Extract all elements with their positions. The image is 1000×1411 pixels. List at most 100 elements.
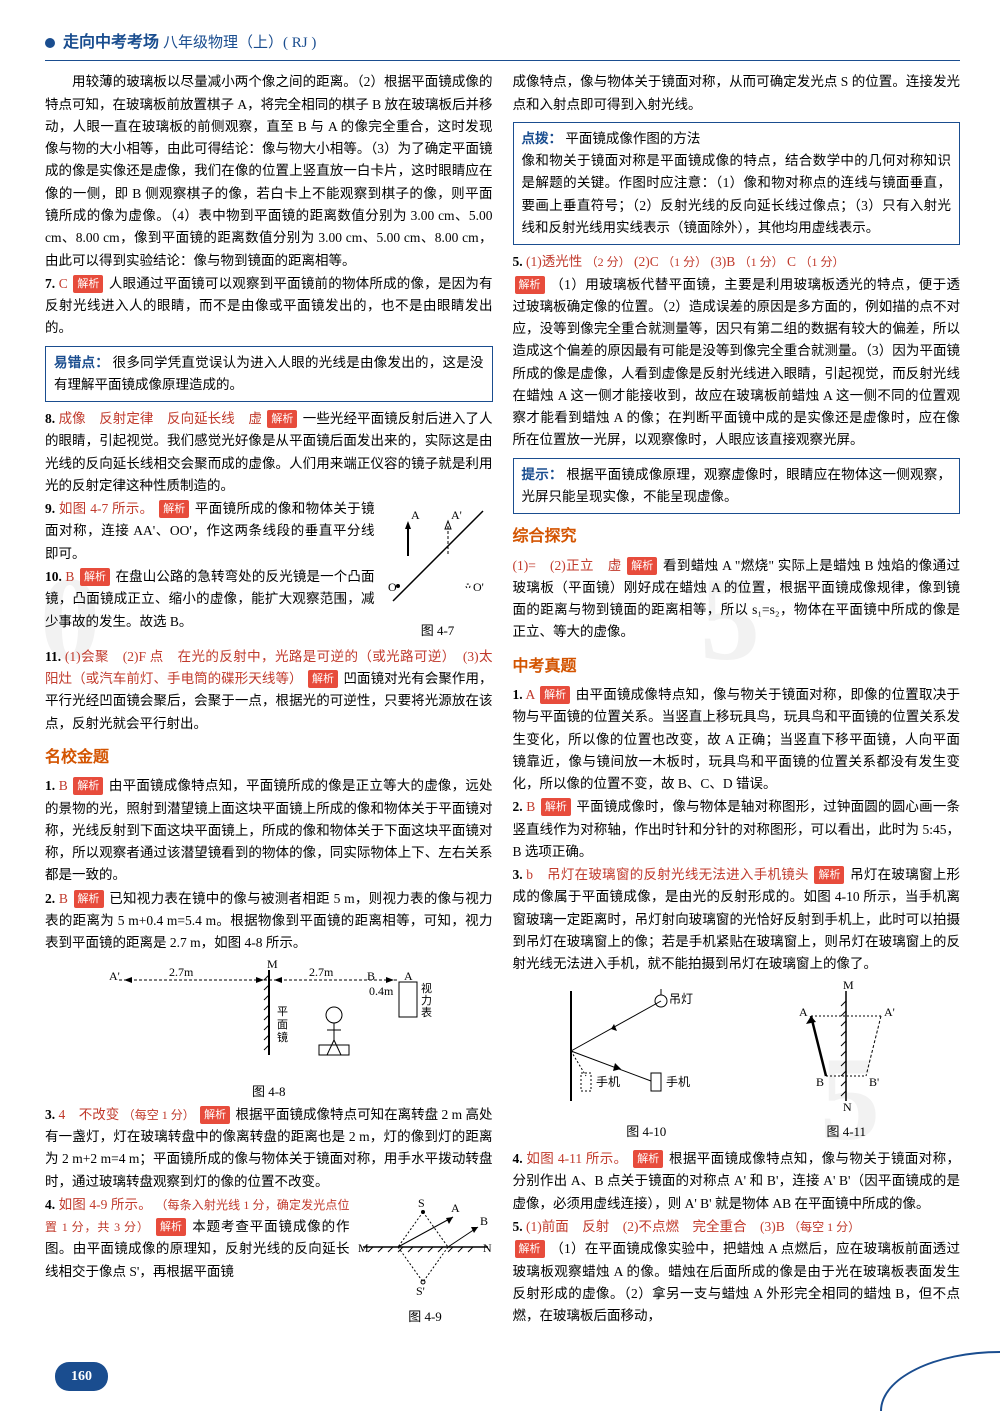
analysis-tag-icon: 解析 <box>308 670 338 688</box>
eye-chart-diagram-icon: 2.7m 2.7m 0.4m M A' A B 视 力 表 <box>89 960 449 1075</box>
box2-title: 点拨： <box>522 131 563 146</box>
q5-score2: （1 分） <box>662 255 707 269</box>
fig47-label: 图 4-7 <box>383 620 493 641</box>
svg-text:B: B <box>480 1214 488 1228</box>
svg-text:视: 视 <box>421 981 432 995</box>
q5-ans2: (2)C <box>634 254 659 269</box>
ce1: (1)= (2)正立 虚 解析 看到蜡烛 A "燃烧" 实际上是蜡烛 B 烛焰的… <box>513 555 961 644</box>
box3-text: 根据平面镜成像原理，观察虚像时，眼睛应在物体这一侧观察，光屏只能呈现实像，不能呈… <box>522 467 952 504</box>
intro-paragraph: 用较薄的玻璃板以尽量减小两个像之间的距离。（2）根据平面镜成像的特点可知，在玻璃… <box>45 71 493 271</box>
q11-num: 11. <box>45 649 61 664</box>
fig411-label: 图 4-11 <box>771 1121 921 1142</box>
fig410-label: 图 4-10 <box>551 1121 741 1142</box>
box3-title: 提示： <box>522 467 563 482</box>
q7-text: 人眼通过平面镜可以观察到平面镜前的物体所成的像，是因为有反射光线进入人的眼睛，而… <box>45 276 493 336</box>
page: 走向中考考场 八年级物理（上）( RJ ) 用较薄的玻璃板以尽量减小两个像之间的… <box>0 0 1000 1372</box>
q5-ans3: (3)B <box>711 254 736 269</box>
question-8: 8. 成像 反射定律 反向延长线 虚 解析 一些光经平面镜反射后进入了人的眼睛，… <box>45 408 493 497</box>
analysis-tag-icon: 解析 <box>73 777 103 795</box>
svg-text:手机: 手机 <box>666 1075 690 1089</box>
mq1-answer: B <box>59 778 68 793</box>
svg-text:2.7m: 2.7m <box>169 965 194 979</box>
zq4-num: 4. <box>513 1151 523 1166</box>
svg-text:N: N <box>843 1100 852 1111</box>
analysis-tag-icon: 解析 <box>73 275 103 293</box>
q5-text: （1）用玻璃板代替平面镜，主要是利用玻璃板透光的特点，便于透过玻璃板确定像的位置… <box>513 277 961 448</box>
analysis-tag-icon: 解析 <box>633 1150 663 1168</box>
zq5: 5. (1)前面 反射 (2)不点燃 完全重合 (3)B （每空 1 分） 解析… <box>513 1216 961 1327</box>
q5-num: 5. <box>513 254 523 269</box>
svg-text:S': S' <box>416 1284 425 1297</box>
tip-box-2: 点拨： 平面镜成像作图的方法 像和物关于镜面对称是平面镜成像的特点，结合数学中的… <box>513 122 961 245</box>
light-ray-diagram-icon: S S' A B M N <box>358 1197 493 1297</box>
svg-text:A: A <box>404 969 413 983</box>
fig48-label: 图 4-8 <box>45 1081 493 1102</box>
zq5-text: （1）在平面镜成像实验中，把蜡烛 A 点燃后，应在玻璃板前面透过玻璃板观察蜡烛 … <box>513 1241 961 1323</box>
page-header: 走向中考考场 八年级物理（上）( RJ ) <box>45 30 960 61</box>
svg-text:O': O' <box>473 580 484 594</box>
header-subtitle: 八年级物理（上）( RJ ) <box>163 31 316 56</box>
q7-answer: C <box>59 276 68 291</box>
mq3-num: 3. <box>45 1107 55 1122</box>
mq2: 2. B 解析 已知视力表在镜中的像与被测者相距 5 m，则视力表的像与视力表的… <box>45 888 493 955</box>
analysis-tag-icon: 解析 <box>267 410 297 428</box>
svg-text:B: B <box>816 1075 824 1089</box>
analysis-tag-icon: 解析 <box>74 890 104 908</box>
zq4: 4. 如图 4-11 所示。 解析 根据平面镜成像特点知，像与物关于镜面对称，分… <box>513 1148 961 1215</box>
content-columns: 用较薄的玻璃板以尽量减小两个像之间的距离。（2）根据平面镜成像的特点可知，在玻璃… <box>45 71 960 1331</box>
zq1-num: 1. <box>513 687 523 702</box>
svg-text:力: 力 <box>421 994 432 1007</box>
zq2: 2. B 解析 平面镜成像时，像与物体是轴对称图形，过钟面圆的圆心画一条竖直线作… <box>513 796 961 863</box>
analysis-tag-icon: 解析 <box>156 1218 186 1236</box>
figure-4-10: 吊灯 手机 手机 图 4-10 <box>551 981 741 1142</box>
analysis-tag-icon: 解析 <box>814 866 844 884</box>
svg-text:2.7m: 2.7m <box>309 965 334 979</box>
fig49-label: 图 4-9 <box>358 1306 493 1327</box>
q8-answer: 成像 反射定律 反向延长线 虚 <box>59 411 262 426</box>
svg-text:O: O <box>388 580 397 594</box>
svg-text:S: S <box>418 1197 425 1210</box>
zq3-answer: b 吊灯在玻璃窗的反射光线无法进入手机镜头 <box>526 867 809 882</box>
svg-text:A: A <box>411 508 420 522</box>
mq2-answer: B <box>59 891 68 906</box>
mirror-image-diagram-icon: M N A B A' B' <box>771 981 921 1111</box>
q10-answer: B <box>65 569 74 584</box>
mq2-text: 已知视力表在镜中的像与被测者相距 5 m，则视力表的像与视力表的距离为 5 m+… <box>45 891 493 951</box>
q7-num: 7. <box>45 276 55 291</box>
question-7: 7. C 解析 人眼通过平面镜可以观察到平面镜前的物体所成的像，是因为有反射光线… <box>45 273 493 340</box>
question-5: 5. (1)透光性 （2 分） (2)C （1 分） (3)B （1 分） C … <box>513 251 961 451</box>
mirror-diagram-icon: A A' O O' <box>383 501 493 611</box>
zq2-num: 2. <box>513 799 523 814</box>
right-column: 成像特点，像与物体关于镜面对称，从而可确定发光点 S 的位置。连接发光点和入射点… <box>513 71 961 1331</box>
svg-text:N: N <box>483 1241 492 1255</box>
svg-text:镜: 镜 <box>277 1030 288 1044</box>
zq1-text: 由平面镜成像特点知，像与物关于镜面对称，即像的位置取决于物与平面镜的位置关系。当… <box>513 687 961 791</box>
phone-lamp-diagram-icon: 吊灯 手机 手机 <box>551 981 741 1111</box>
box2-text: 像和物关于镜面对称是平面镜成像的特点，结合数学中的几何对称知识是解题的关键。作图… <box>522 153 952 235</box>
q10-num: 10. <box>45 569 62 584</box>
analysis-tag-icon: 解析 <box>200 1106 230 1124</box>
mq4-answer: 如图 4-9 所示。 <box>59 1197 152 1212</box>
q8-num: 8. <box>45 411 55 426</box>
zq3-num: 3. <box>513 867 523 882</box>
svg-text:A': A' <box>109 969 120 983</box>
figures-4-10-11: 吊灯 手机 手机 图 4-10 <box>513 981 961 1142</box>
figure-4-9: S S' A B M N 图 4-9 <box>358 1197 493 1328</box>
zq2-answer: B <box>526 799 535 814</box>
zq3: 3. b 吊灯在玻璃窗的反射光线无法进入手机镜头 解析 吊灯在玻璃窗上形成的像属… <box>513 864 961 975</box>
svg-text:A': A' <box>451 508 462 522</box>
mq3-answer: 4 不改变 <box>59 1107 120 1122</box>
box2-subtitle: 平面镜成像作图的方法 <box>565 131 700 146</box>
analysis-tag-icon: 解析 <box>541 798 571 816</box>
q5-score4: （1 分） <box>799 255 844 269</box>
figure-4-8: 2.7m 2.7m 0.4m M A' A B 视 力 表 <box>45 960 493 1075</box>
mq1: 1. B 解析 由平面镜成像特点知，平面镜所成的像是正立等大的虚像，远处的景物的… <box>45 775 493 886</box>
svg-text:A: A <box>799 1005 808 1019</box>
svg-text:吊灯: 吊灯 <box>669 992 693 1006</box>
zq5-num: 5. <box>513 1219 523 1234</box>
zq5-answer: (1)前面 反射 (2)不点燃 完全重合 (3)B <box>526 1219 785 1234</box>
analysis-tag-icon: 解析 <box>80 568 110 586</box>
mq2-num: 2. <box>45 891 55 906</box>
header-dot-icon <box>45 38 55 48</box>
left-column: 用较薄的玻璃板以尽量减小两个像之间的距离。（2）根据平面镜成像的特点可知，在玻璃… <box>45 71 493 1331</box>
